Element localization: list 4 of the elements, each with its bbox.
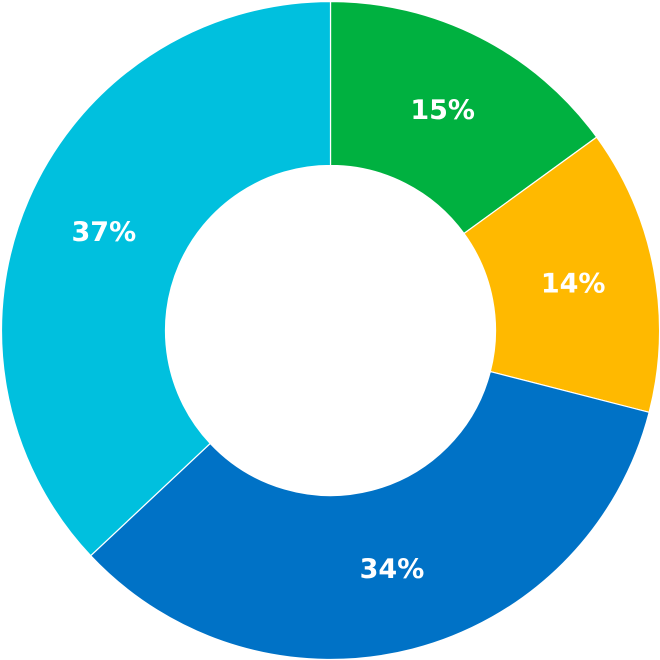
data-label: 14% <box>540 268 606 300</box>
data-label: 34% <box>360 554 424 586</box>
data-label: 37% <box>71 216 136 248</box>
data-label: 15% <box>410 94 475 126</box>
